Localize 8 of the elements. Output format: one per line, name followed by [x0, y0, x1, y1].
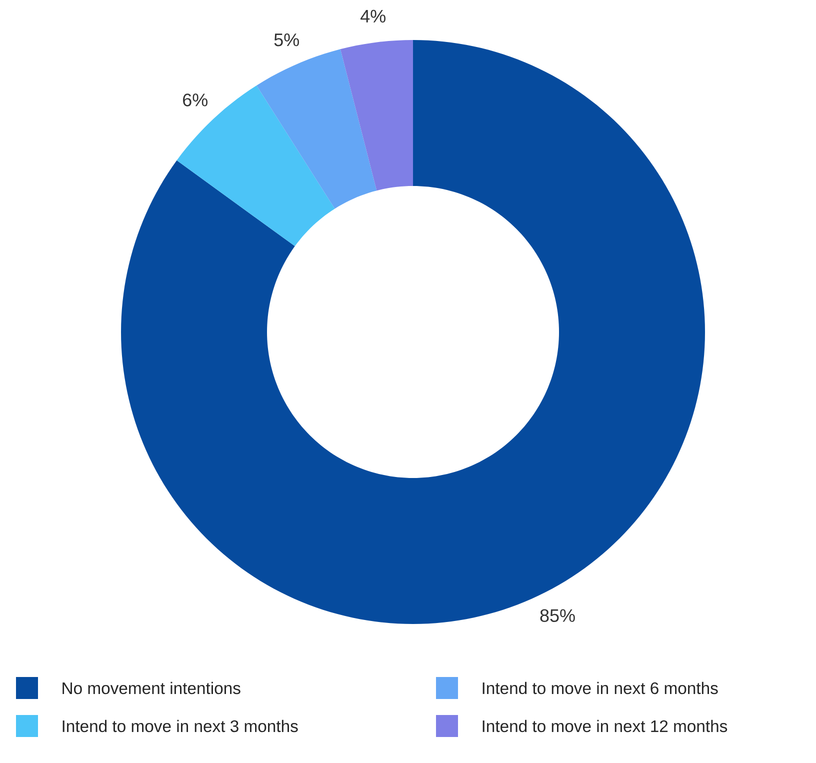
legend-label: No movement intentions	[62, 682, 240, 694]
data-label: 4%	[360, 10, 386, 23]
legend-label: Intend to move in next 6 months	[482, 682, 718, 694]
data-label: 6%	[183, 94, 208, 106]
legend-label: Intend to move in next 12 months	[482, 720, 728, 732]
legend-label: Intend to move in next 3 months	[62, 720, 298, 732]
data-label: 5%	[274, 34, 299, 46]
data-label: 85%	[540, 609, 575, 622]
